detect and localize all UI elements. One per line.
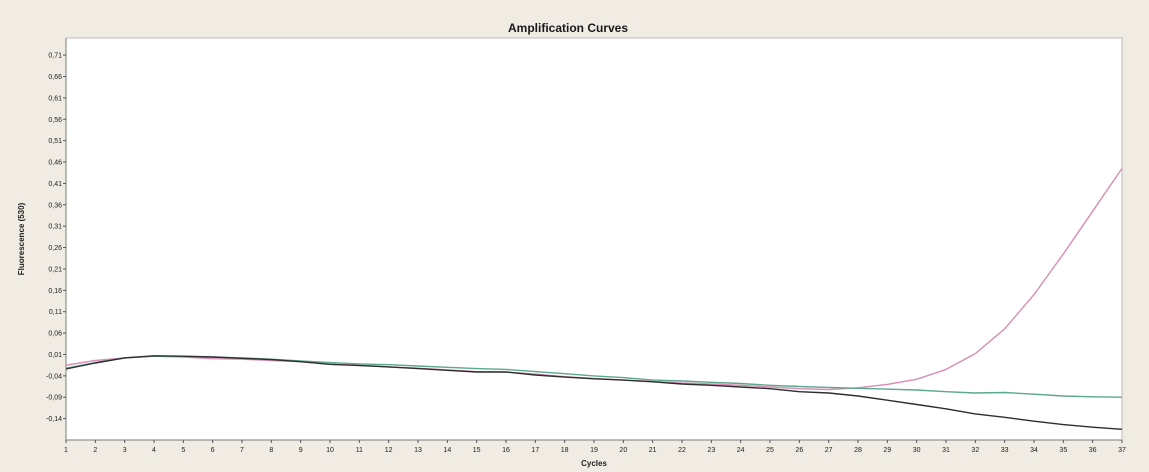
x-tick-label: 23 xyxy=(707,447,715,454)
x-tick-label: 1 xyxy=(64,447,68,454)
y-tick-label: 0,71 xyxy=(48,53,62,60)
y-tick-label: 0,11 xyxy=(49,309,62,316)
y-tick-label: 0,06 xyxy=(48,331,62,338)
y-ticks: 0,71 0,66 0,61 0,56 0,51 0,46 0,41 0,36 0,31 0,26… xyxy=(46,53,66,423)
x-tick-label: 34 xyxy=(1030,447,1038,454)
x-tick-label: 13 xyxy=(414,447,422,454)
x-tick-label: 14 xyxy=(443,447,451,454)
y-tick-label: 0,16 xyxy=(48,288,62,295)
x-tick-label: 15 xyxy=(473,447,481,454)
x-tick-label: 33 xyxy=(1001,447,1009,454)
x-tick-label: 8 xyxy=(269,447,273,454)
x-tick-label: 9 xyxy=(299,447,303,454)
y-tick-label: 0,61 xyxy=(48,95,62,102)
series-lines xyxy=(65,168,1123,430)
y-tick-label: 0,26 xyxy=(48,245,62,252)
plot-area xyxy=(66,38,1122,440)
y-tick-label: 0,46 xyxy=(48,160,62,167)
x-tick-label: 20 xyxy=(619,447,627,454)
y-tick-label: 0,01 xyxy=(48,352,62,359)
x-tick-label: 19 xyxy=(590,447,598,454)
x-tick-label: 6 xyxy=(211,447,215,454)
y-axis-label: Fluorescence (530) xyxy=(17,202,26,275)
x-tick-label: 21 xyxy=(649,447,657,454)
x-axis-label: Cycles xyxy=(581,459,607,468)
x-tick-label: 12 xyxy=(385,447,393,454)
y-tick-label: 0,51 xyxy=(48,138,62,145)
x-tick-label: 7 xyxy=(240,447,244,454)
x-tick-label: 32 xyxy=(971,447,979,454)
x-tick-label: 4 xyxy=(152,447,156,454)
series-line-3 xyxy=(65,355,1123,430)
x-tick-label: 22 xyxy=(678,447,686,454)
y-tick-label: 0,31 xyxy=(48,224,62,231)
x-tick-label: 31 xyxy=(942,447,950,454)
x-tick-label: 3 xyxy=(123,447,127,454)
x-ticks: 1 2 3 4 5 6 7 8 9 10 11 12 13 14 15 16 17 18 19 20 21 22 23 24 2… xyxy=(64,440,1126,454)
y-tick-label: -0,09 xyxy=(46,395,62,402)
x-tick-label: 25 xyxy=(766,447,774,454)
x-tick-label: 18 xyxy=(561,447,569,454)
y-tick-label: 0,66 xyxy=(48,74,62,81)
x-tick-label: 10 xyxy=(326,447,334,454)
x-tick-label: 2 xyxy=(93,447,97,454)
x-tick-label: 27 xyxy=(825,447,833,454)
y-tick-label: -0,04 xyxy=(46,373,62,380)
y-tick-label: 0,21 xyxy=(48,266,62,273)
y-tick-label: 0,36 xyxy=(48,202,62,209)
x-tick-label: 29 xyxy=(883,447,891,454)
x-tick-label: 17 xyxy=(531,447,539,454)
y-tick-label: 0,41 xyxy=(48,181,62,188)
chart-title: Amplification Curves xyxy=(508,21,628,35)
x-tick-label: 28 xyxy=(854,447,862,454)
y-tick-label: -0,14 xyxy=(46,416,62,423)
x-tick-label: 11 xyxy=(356,447,363,454)
x-tick-label: 24 xyxy=(737,447,745,454)
x-tick-label: 16 xyxy=(502,447,510,454)
x-tick-label: 37 xyxy=(1118,447,1126,454)
x-tick-label: 36 xyxy=(1089,447,1097,454)
x-tick-label: 5 xyxy=(181,447,185,454)
x-tick-label: 26 xyxy=(795,447,803,454)
y-tick-label: 0,56 xyxy=(48,117,62,124)
x-tick-label: 30 xyxy=(913,447,921,454)
x-tick-label: 35 xyxy=(1059,447,1067,454)
